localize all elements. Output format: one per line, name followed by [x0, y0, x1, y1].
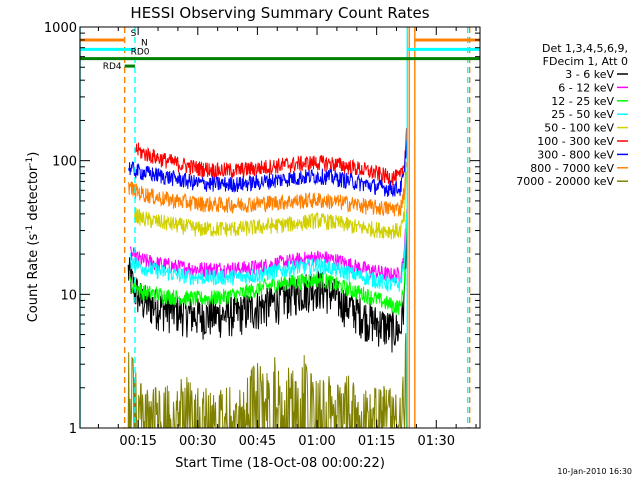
flag-label-0: S	[131, 29, 137, 39]
x-tick-label-1: 00:30	[179, 434, 216, 449]
series-line-0	[127, 223, 408, 353]
plot-frame	[79, 26, 481, 429]
series-line-4	[133, 171, 407, 240]
x-tick-label-2: 00:45	[239, 434, 276, 449]
legend-entry-2: 12 - 25 keV	[551, 95, 614, 108]
legend-entry-8: 7000 - 20000 keV	[516, 175, 614, 188]
x-axis-label: Start Time (18-Oct-08 00:00:22)	[175, 456, 385, 471]
y-tick-label-0: 1	[69, 422, 77, 437]
x-tick-label-5: 01:30	[418, 434, 455, 449]
legend: Det 1,3,4,5,6,9,FDecim 1, Att 03 - 6 keV…	[516, 42, 628, 188]
axis-layer: 00:15 00:30 00:45 01:00 01:15 01:30 1 10 100 1000	[44, 21, 481, 449]
flag-label-2: RD0	[131, 48, 150, 58]
marker-layer	[79, 27, 471, 428]
series-line-2	[129, 224, 408, 316]
chart-title: HESSI Observing Summary Count Rates	[130, 4, 429, 22]
legend-header-1: FDecim 1, Att 0	[543, 55, 628, 68]
y-axis-label: Count Rate (s-1 detector-1)	[25, 152, 41, 323]
flag-label-3: RD4	[103, 62, 122, 72]
series-line-8	[127, 333, 407, 428]
legend-entry-4: 50 - 100 keV	[544, 122, 614, 135]
y-tick-label-1: 10	[60, 288, 77, 303]
legend-entry-1: 6 - 12 keV	[558, 81, 614, 94]
y-tick-label-2: 100	[52, 155, 77, 170]
legend-entry-5: 100 - 300 keV	[537, 135, 614, 148]
legend-entry-0: 3 - 6 keV	[565, 68, 614, 81]
x-tick-label-4: 01:15	[358, 434, 395, 449]
footer-timestamp: 10-Jan-2010 16:30	[557, 467, 632, 476]
y-tick-label-3: 1000	[44, 21, 77, 36]
legend-entry-6: 300 - 800 keV	[537, 148, 614, 161]
flag-label-1: N	[141, 38, 148, 48]
series-layer	[127, 128, 408, 428]
legend-entry-7: 800 - 7000 keV	[530, 162, 614, 175]
x-tick-label-3: 01:00	[298, 434, 335, 449]
x-tick-label-0: 00:15	[119, 434, 156, 449]
legend-header-0: Det 1,3,4,5,6,9,	[542, 42, 628, 55]
series-line-3	[129, 213, 408, 293]
series-line-6	[128, 139, 408, 198]
series-line-7	[127, 161, 408, 217]
legend-entry-3: 25 - 50 keV	[551, 108, 614, 121]
series-line-5	[134, 128, 407, 186]
